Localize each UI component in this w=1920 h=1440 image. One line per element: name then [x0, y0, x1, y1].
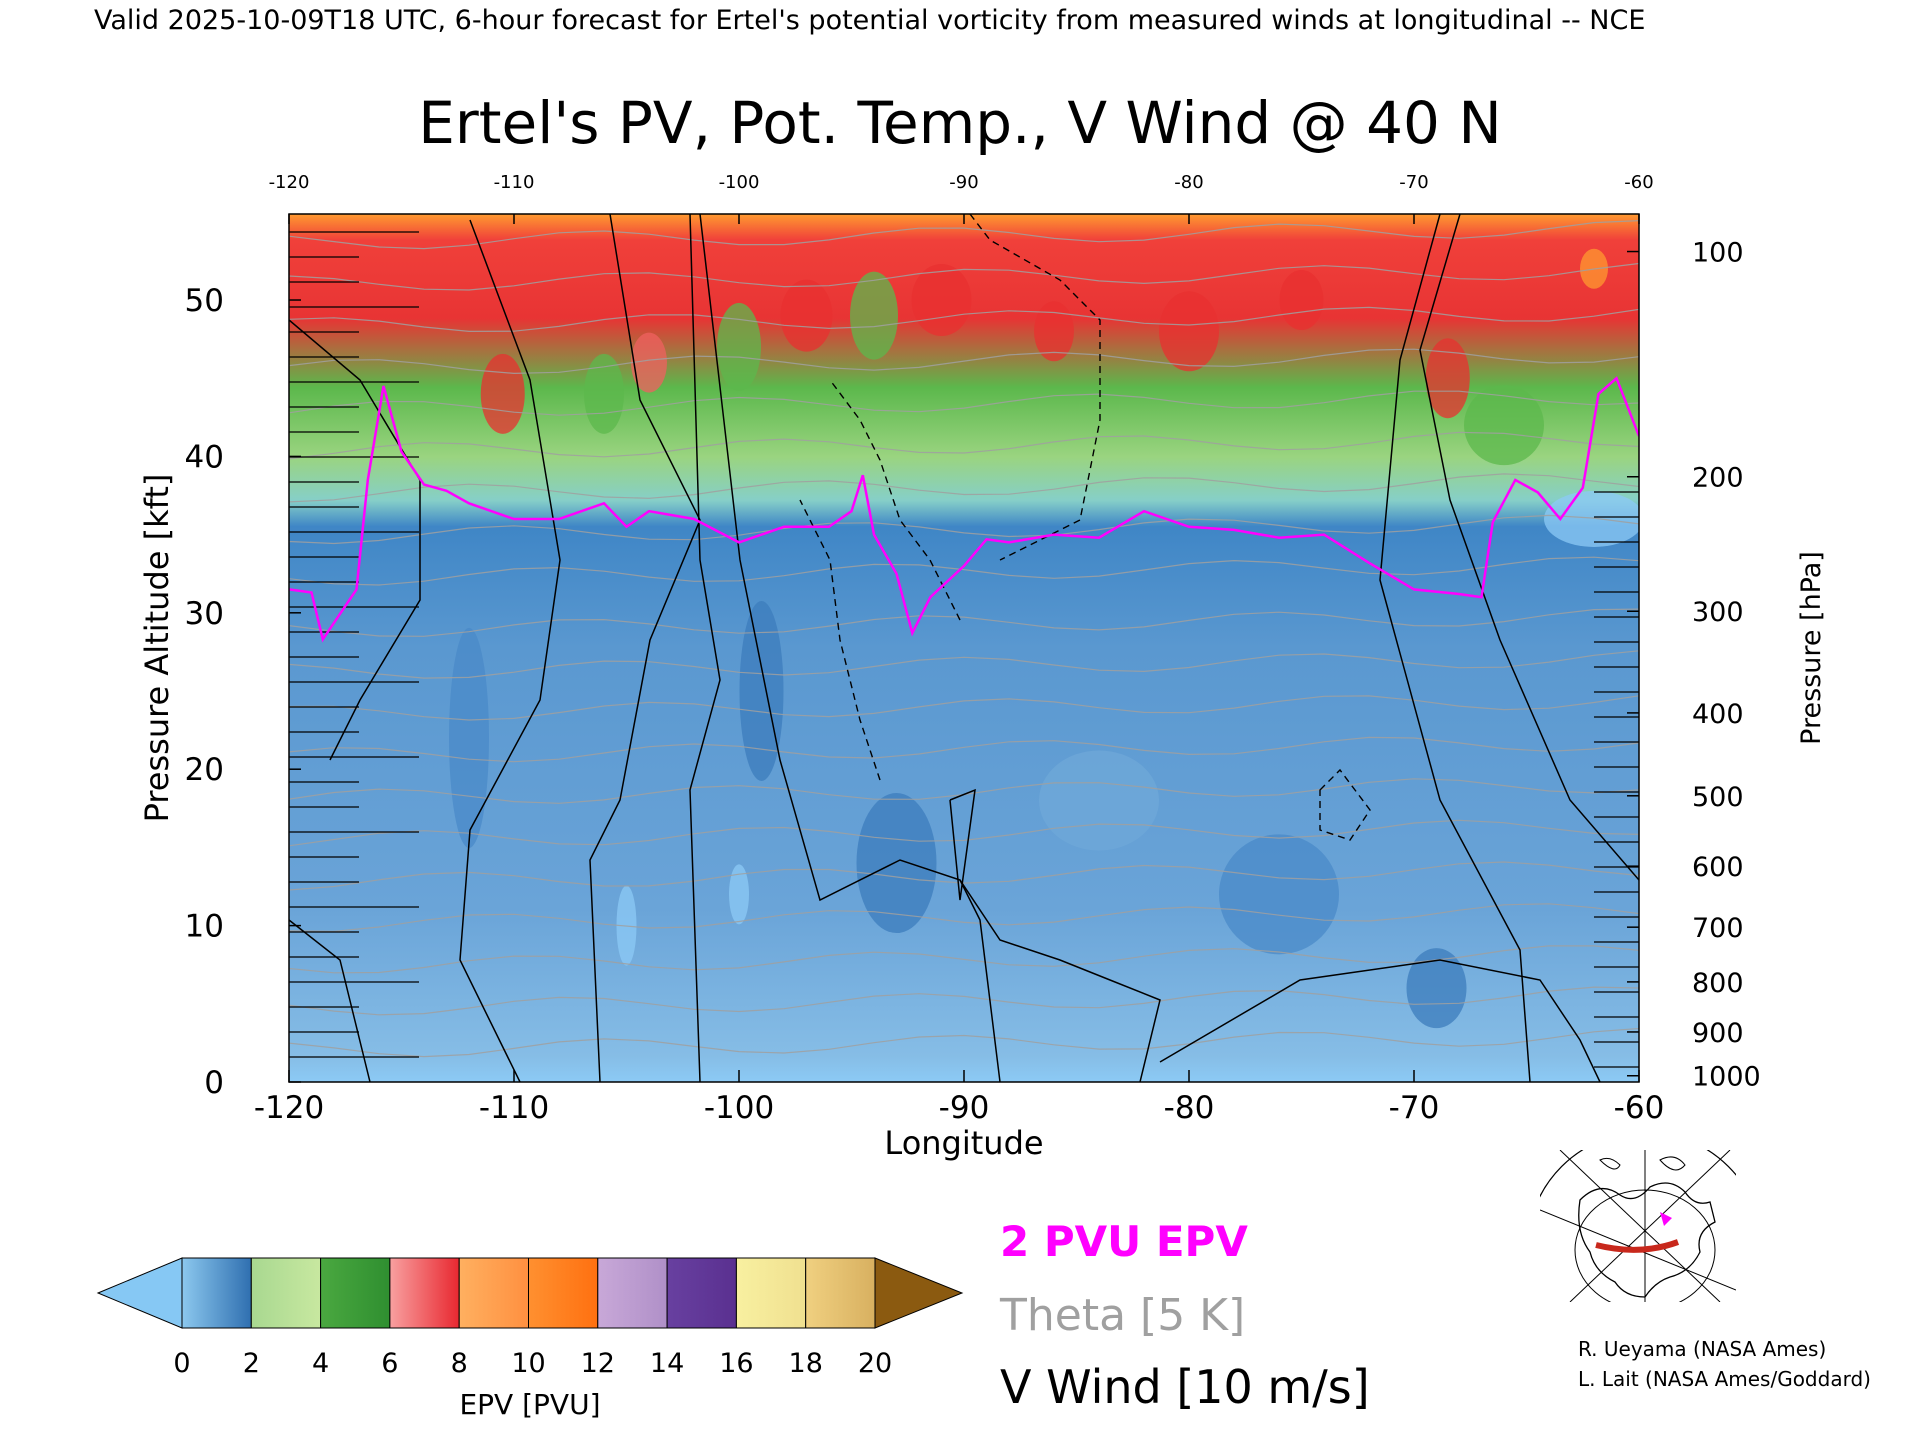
y-tick-label: 30: [185, 596, 224, 632]
pressure-tick-label: 800: [1692, 968, 1744, 999]
x-tick-label: -80: [1164, 1090, 1215, 1126]
valid-time-line: Valid 2025-10-09T18 UTC, 6-hour forecast…: [94, 5, 1645, 36]
colorbar-segment: [528, 1257, 599, 1329]
colorbar-tick-label: 10: [511, 1348, 545, 1379]
pressure-tick-label: 100: [1692, 238, 1744, 269]
epv-field-features: [449, 248, 1639, 1029]
colorbar-tick-label: 20: [858, 1348, 892, 1379]
x-tick-label: -60: [1614, 1090, 1665, 1126]
credit-line-2: L. Lait (NASA Ames/Goddard): [1578, 1367, 1871, 1391]
colorbar-segments: [181, 1257, 876, 1329]
y-tick-label: 20: [185, 752, 224, 788]
colorbar-tick-label: 6: [381, 1348, 398, 1379]
x-tick-label: -100: [704, 1090, 774, 1126]
x-tick-label: -90: [939, 1090, 990, 1126]
top-tick-label: -120: [269, 172, 310, 193]
chart-title: Ertel's PV, Pot. Temp., V Wind @ 40 N: [418, 89, 1501, 157]
pressure-tick-label: 700: [1692, 913, 1744, 944]
y-axis-ticks: 0 10 20 30 40 50: [185, 283, 301, 1101]
x-axis-ticks: -120 -110 -100 -90 -80 -70 -60: [254, 1070, 1665, 1126]
colorbar-segment: [597, 1257, 668, 1329]
pressure-tick-label: 200: [1692, 463, 1744, 494]
pressure-tick-label: 500: [1692, 782, 1744, 813]
top-tick-label: -70: [1399, 172, 1428, 193]
credit-line-1: R. Ueyama (NASA Ames): [1578, 1337, 1826, 1361]
top-tick-label: -100: [719, 172, 760, 193]
top-tick-label: -60: [1624, 172, 1653, 193]
y-tick-label: 10: [185, 909, 224, 945]
y-tick-label: 40: [185, 439, 224, 475]
pressure-tick-label: 600: [1692, 852, 1744, 883]
colorbar-low-arrow: [96, 1257, 183, 1329]
colorbar-tick-label: 8: [451, 1348, 468, 1379]
colorbar-label: EPV [PVU]: [459, 1388, 600, 1421]
y-tick-label: 0: [204, 1065, 224, 1101]
colorbar-tick-label: 4: [312, 1348, 329, 1379]
x-tick-label: -70: [1389, 1090, 1440, 1126]
colorbar-tick-label: 2: [243, 1348, 260, 1379]
x-tick-label: -120: [254, 1090, 324, 1126]
colorbar-segment: [735, 1257, 807, 1329]
colorbar-segment: [320, 1257, 391, 1329]
x-axis-label: Longitude: [884, 1124, 1043, 1162]
legend-item-2pvu: 2 PVU EPV: [1000, 1217, 1248, 1266]
colorbar: 0 2 4 6 8 10 12 14 16 18 20 EPV [PVU]: [96, 1257, 964, 1421]
legend: 2 PVU EPV Theta [5 K] V Wind [10 m/s]: [999, 1217, 1370, 1414]
y-axis-label: Pressure Altitude [kft]: [138, 474, 176, 823]
colorbar-segment: [666, 1257, 737, 1329]
top-tick-label: -90: [949, 172, 978, 193]
colorbar-segment: [389, 1257, 460, 1329]
y-tick-label: 50: [185, 283, 224, 319]
left-edge-ticks: [289, 231, 1639, 1068]
colorbar-tick-label: 14: [650, 1348, 684, 1379]
x-tick-label: -110: [479, 1090, 549, 1126]
colorbar-ticks: 0 2 4 6 8 10 12 14 16 18 20: [173, 1348, 892, 1379]
colorbar-tick-label: 18: [789, 1348, 823, 1379]
colorbar-segment: [805, 1257, 876, 1329]
colorbar-segment: [250, 1257, 322, 1329]
colorbar-tick-label: 0: [173, 1348, 190, 1379]
top-tick-label: -110: [494, 172, 535, 193]
pressure-tick-label: 1000: [1692, 1062, 1761, 1093]
pressure-tick-label: 300: [1692, 597, 1744, 628]
colorbar-segment: [181, 1257, 252, 1329]
tropopause-2pvu-line: [289, 376, 1639, 643]
pressure-axis-ticks: 100 200 300 400 500 600 700 800 900 1000: [1627, 238, 1761, 1093]
pressure-axis-label: Pressure [hPa]: [1796, 551, 1827, 745]
top-axis-ticks: -120 -110 -100 -90 -80 -70 -60: [269, 172, 1654, 224]
colorbar-tick-label: 16: [719, 1348, 753, 1379]
legend-item-v-wind: V Wind [10 m/s]: [1000, 1360, 1370, 1414]
epv-field: [289, 214, 1639, 1082]
colorbar-high-arrow: [874, 1257, 964, 1329]
legend-item-theta: Theta [5 K]: [999, 1290, 1245, 1341]
colorbar-segment: [458, 1257, 530, 1329]
pressure-tick-label: 400: [1692, 699, 1744, 730]
colorbar-tick-label: 12: [581, 1348, 615, 1379]
pressure-tick-label: 900: [1692, 1018, 1744, 1049]
theta-contours: [289, 220, 1639, 1070]
top-tick-label: -80: [1174, 172, 1203, 193]
plot-area: [289, 214, 1639, 1082]
north-america-map-icon: [1540, 1150, 1736, 1302]
